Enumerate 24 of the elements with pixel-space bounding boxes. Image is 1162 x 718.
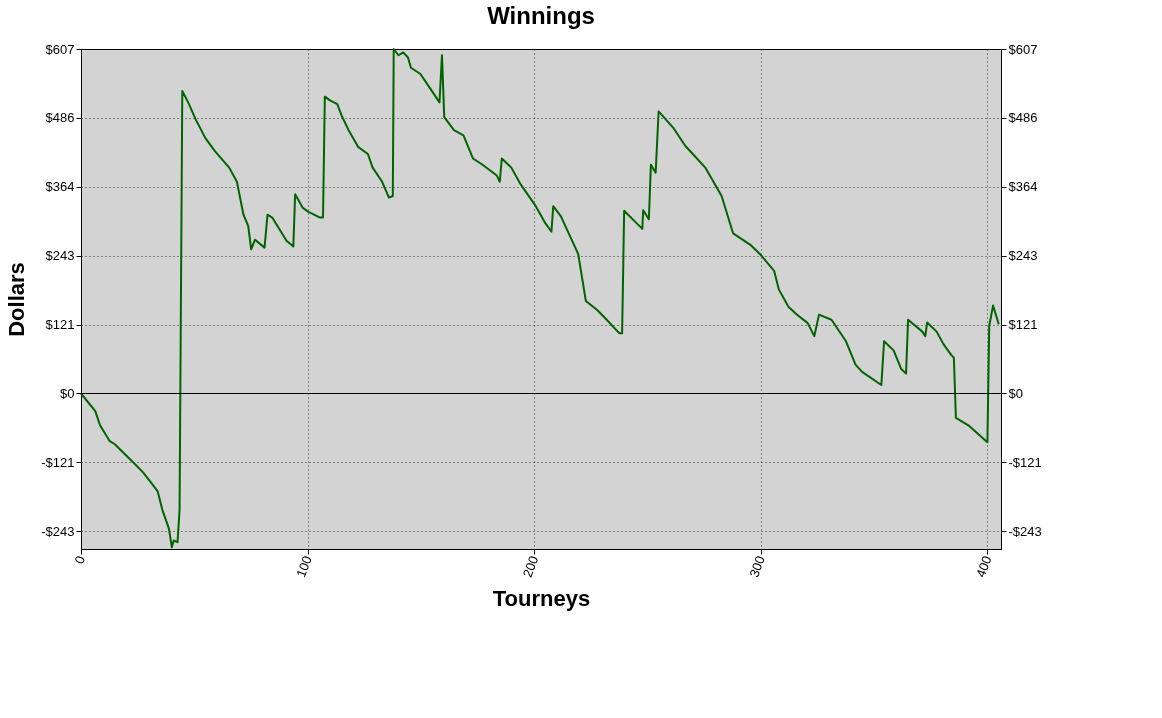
y2-tick-label: $243: [1008, 248, 1038, 264]
y2-tick-label: $486: [1008, 110, 1038, 126]
y-tick-label: -$243: [41, 523, 75, 539]
y2-tick-label: $607: [1008, 41, 1038, 57]
y2-tick-label: $0: [1008, 385, 1023, 401]
y2-tick-label: -$121: [1008, 454, 1042, 470]
x-tick-label: 300: [746, 553, 768, 580]
y-tick-label: $486: [45, 110, 75, 126]
y-tick-label: $121: [45, 317, 75, 333]
y-tick-label: $0: [60, 385, 75, 401]
x-tick-label: 100: [293, 553, 315, 580]
x-tick-label: 200: [519, 553, 542, 580]
y-tick-label: -$121: [41, 454, 75, 470]
y2-tick-label: $121: [1008, 317, 1038, 333]
x-tick-label: 0: [71, 553, 89, 566]
y-tick-label: $607: [45, 41, 75, 57]
y-tick-label: $243: [45, 248, 75, 264]
y-axis-title: Dollars: [4, 262, 30, 337]
x-axis-title: Tourneys: [492, 586, 591, 612]
y2-tick-label: $364: [1008, 179, 1038, 195]
x-tick-label: 400: [972, 553, 995, 580]
chart-title: Winnings: [487, 2, 595, 29]
y2-tick-label: -$243: [1008, 523, 1042, 539]
y-tick-label: $364: [45, 179, 75, 195]
